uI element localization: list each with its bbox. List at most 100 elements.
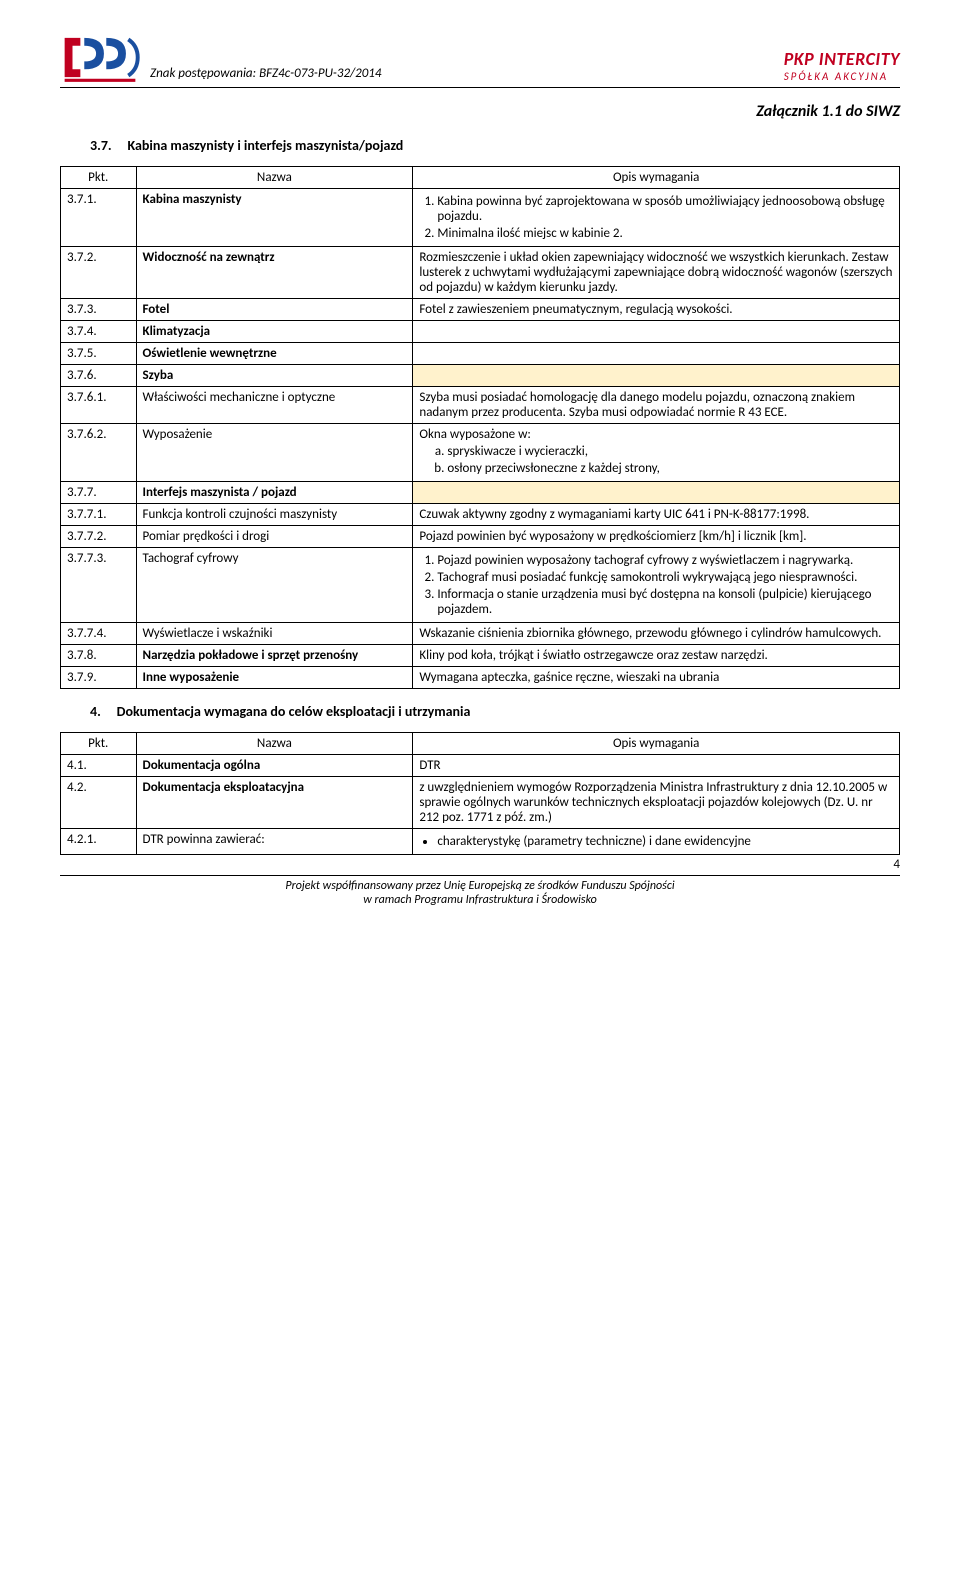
table-4: Pkt. Nazwa Opis wymagania 4.1.Dokumentac… [60,732,900,855]
table-row: 3.7.7.2.Pomiar prędkości i drogiPojazd p… [61,526,900,548]
table-row: 3.7.7.1.Funkcja kontroli czujności maszy… [61,504,900,526]
cell-opis [413,482,900,504]
section-4-text: Dokumentacja wymagana do celów eksploata… [117,703,471,720]
cell-opis: Wskazanie ciśnienia zbiornika głównego, … [413,623,900,645]
table-row: 3.7.2.Widoczność na zewnątrzRozmieszczen… [61,247,900,299]
section-37-number: 3.7. [90,137,112,154]
cell-pkt: 3.7.5. [61,343,137,365]
table-row: 4.2.1.DTR powinna zawierać: charakterysty… [61,829,900,855]
page-footer: 4 Projekt współfinansowany przez Unię Eu… [60,875,900,907]
table-row: 3.7.5.Oświetlenie wewnętrzne [61,343,900,365]
th-pkt: Pkt. [61,733,137,755]
table-row: 3.7.7.Interfejs maszynista / pojazd [61,482,900,504]
th-opis: Opis wymagania [413,733,900,755]
cell-nazwa: Inne wyposażenie [136,667,413,689]
cell-nazwa: Funkcja kontroli czujności maszynisty [136,504,413,526]
table-row: 3.7.6.2.Wyposażenie Okna wyposażone w: spr… [61,424,900,482]
cell-pkt: 3.7.8. [61,645,137,667]
cell-nazwa: Pomiar prędkości i drogi [136,526,413,548]
cell-nazwa: Klimatyzacja [136,321,413,343]
table-header-row: Pkt. Nazwa Opis wymagania [61,733,900,755]
proceeding-label: Znak postępowania: BFZ4c-073-PU-32/2014 [150,66,381,85]
th-pkt: Pkt. [61,167,137,189]
section-37-title: 3.7. Kabina maszynisty i interfejs maszy… [90,137,900,154]
list-item: Minimalna ilość miejsc w kabinie 2. [437,226,893,241]
cell-pkt: 3.7.1. [61,189,137,247]
cell-pkt: 4.1. [61,755,137,777]
list-item: spryskiwacze i wycieraczki, [447,444,893,459]
cell-opis: Kliny pod koła, trójkąt i światło ostrze… [413,645,900,667]
th-nazwa: Nazwa [136,167,413,189]
cell-opis [413,365,900,387]
cell-pkt: 3.7.6.2. [61,424,137,482]
table-row: 3.7.7.3.Tachograf cyfrowy Pojazd powinien… [61,548,900,623]
cell-opis [413,321,900,343]
cell-opis: Kabina powinna być zaprojektowana w spos… [413,189,900,247]
cell-pkt: 4.2.1. [61,829,137,855]
desc-lead: Okna wyposażone w: [419,427,893,442]
header-left: Znak postępowania: BFZ4c-073-PU-32/2014 [60,30,381,85]
page-number: 4 [893,857,900,872]
table-row: 3.7.8.Narzędzia pokładowe i sprzęt przen… [61,645,900,667]
cell-opis: z uwzględnieniem wymogów Rozporządzenia … [413,777,900,829]
cell-opis: Pojazd powinien być wyposażony w prędkoś… [413,526,900,548]
cell-opis: Szyba musi posiadać homologację dla dane… [413,387,900,424]
list-item: Informacja o stanie urządzenia musi być … [437,587,893,617]
list-item: Tachograf musi posiadać funkcję samokont… [437,570,893,585]
cell-pkt: 3.7.7.2. [61,526,137,548]
cell-opis: charakterystykę (parametry techniczne) i… [413,829,900,855]
list-item: Kabina powinna być zaprojektowana w spos… [437,194,893,224]
znak-label: Znak postępowania: [150,66,256,81]
cell-opis: Rozmieszczenie i układ okien zapewniając… [413,247,900,299]
attachment-title: Załącznik 1.1 do SIWZ [60,102,900,121]
cell-nazwa: Właściwości mechaniczne i optyczne [136,387,413,424]
table-37: Pkt. Nazwa Opis wymagania 3.7.1.Kabina m… [60,166,900,689]
cell-nazwa: Narzędzia pokładowe i sprzęt przenośny [136,645,413,667]
cell-pkt: 4.2. [61,777,137,829]
th-opis: Opis wymagania [413,167,900,189]
cell-opis: DTR [413,755,900,777]
cell-pkt: 3.7.6.1. [61,387,137,424]
cell-pkt: 3.7.6. [61,365,137,387]
list-item: osłony przeciwsłoneczne z każdej strony, [447,461,893,476]
icc-logo [60,30,140,85]
section-4-title: 4. Dokumentacja wymagana do celów eksplo… [90,703,900,720]
footer-line2: w ramach Programu Infrastruktura i Środo… [60,893,900,907]
cell-nazwa: Fotel [136,299,413,321]
cell-nazwa: Interfejs maszynista / pojazd [136,482,413,504]
list-item: Pojazd powinien wyposażony tachograf cyf… [437,553,893,568]
cell-opis [413,343,900,365]
cell-opis: Fotel z zawieszeniem pneumatycznym, regu… [413,299,900,321]
table-row: 3.7.9.Inne wyposażenieWymagana apteczka,… [61,667,900,689]
cell-nazwa: Kabina maszynisty [136,189,413,247]
cell-nazwa: Oświetlenie wewnętrzne [136,343,413,365]
cell-opis: Czuwak aktywny zgodny z wymaganiami kart… [413,504,900,526]
cell-opis: Wymagana apteczka, gaśnice ręczne, wiesz… [413,667,900,689]
table-header-row: Pkt. Nazwa Opis wymagania [61,167,900,189]
cell-opis: Pojazd powinien wyposażony tachograf cyf… [413,548,900,623]
cell-pkt: 3.7.4. [61,321,137,343]
cell-opis: Okna wyposażone w: spryskiwacze i wyciera… [413,424,900,482]
cell-pkt: 3.7.7.4. [61,623,137,645]
cell-pkt: 3.7.7.3. [61,548,137,623]
cell-nazwa: DTR powinna zawierać: [136,829,413,855]
table-row: 3.7.6.1.Właściwości mechaniczne i optycz… [61,387,900,424]
cell-nazwa: Tachograf cyfrowy [136,548,413,623]
table-row: 4.2.Dokumentacja eksploatacyjnaz uwzględ… [61,777,900,829]
cell-pkt: 3.7.9. [61,667,137,689]
page-header: Znak postępowania: BFZ4c-073-PU-32/2014 … [60,30,900,88]
cell-nazwa: Wyposażenie [136,424,413,482]
cell-pkt: 3.7.7. [61,482,137,504]
th-nazwa: Nazwa [136,733,413,755]
znak-value: BFZ4c-073-PU-32/2014 [259,66,381,81]
list-item: charakterystykę (parametry techniczne) i… [437,834,893,849]
table-row: 3.7.6.Szyba [61,365,900,387]
cell-pkt: 3.7.3. [61,299,137,321]
section-37-text: Kabina maszynisty i interfejs maszynista… [128,137,404,154]
table-row: 3.7.4.Klimatyzacja [61,321,900,343]
cell-pkt: 3.7.7.1. [61,504,137,526]
cell-nazwa: Dokumentacja eksploatacyjna [136,777,413,829]
table-row: 3.7.1.Kabina maszynisty Kabina powinna by… [61,189,900,247]
cell-nazwa: Szyba [136,365,413,387]
company-type: SPÓŁKA AKCYJNA [784,70,900,83]
